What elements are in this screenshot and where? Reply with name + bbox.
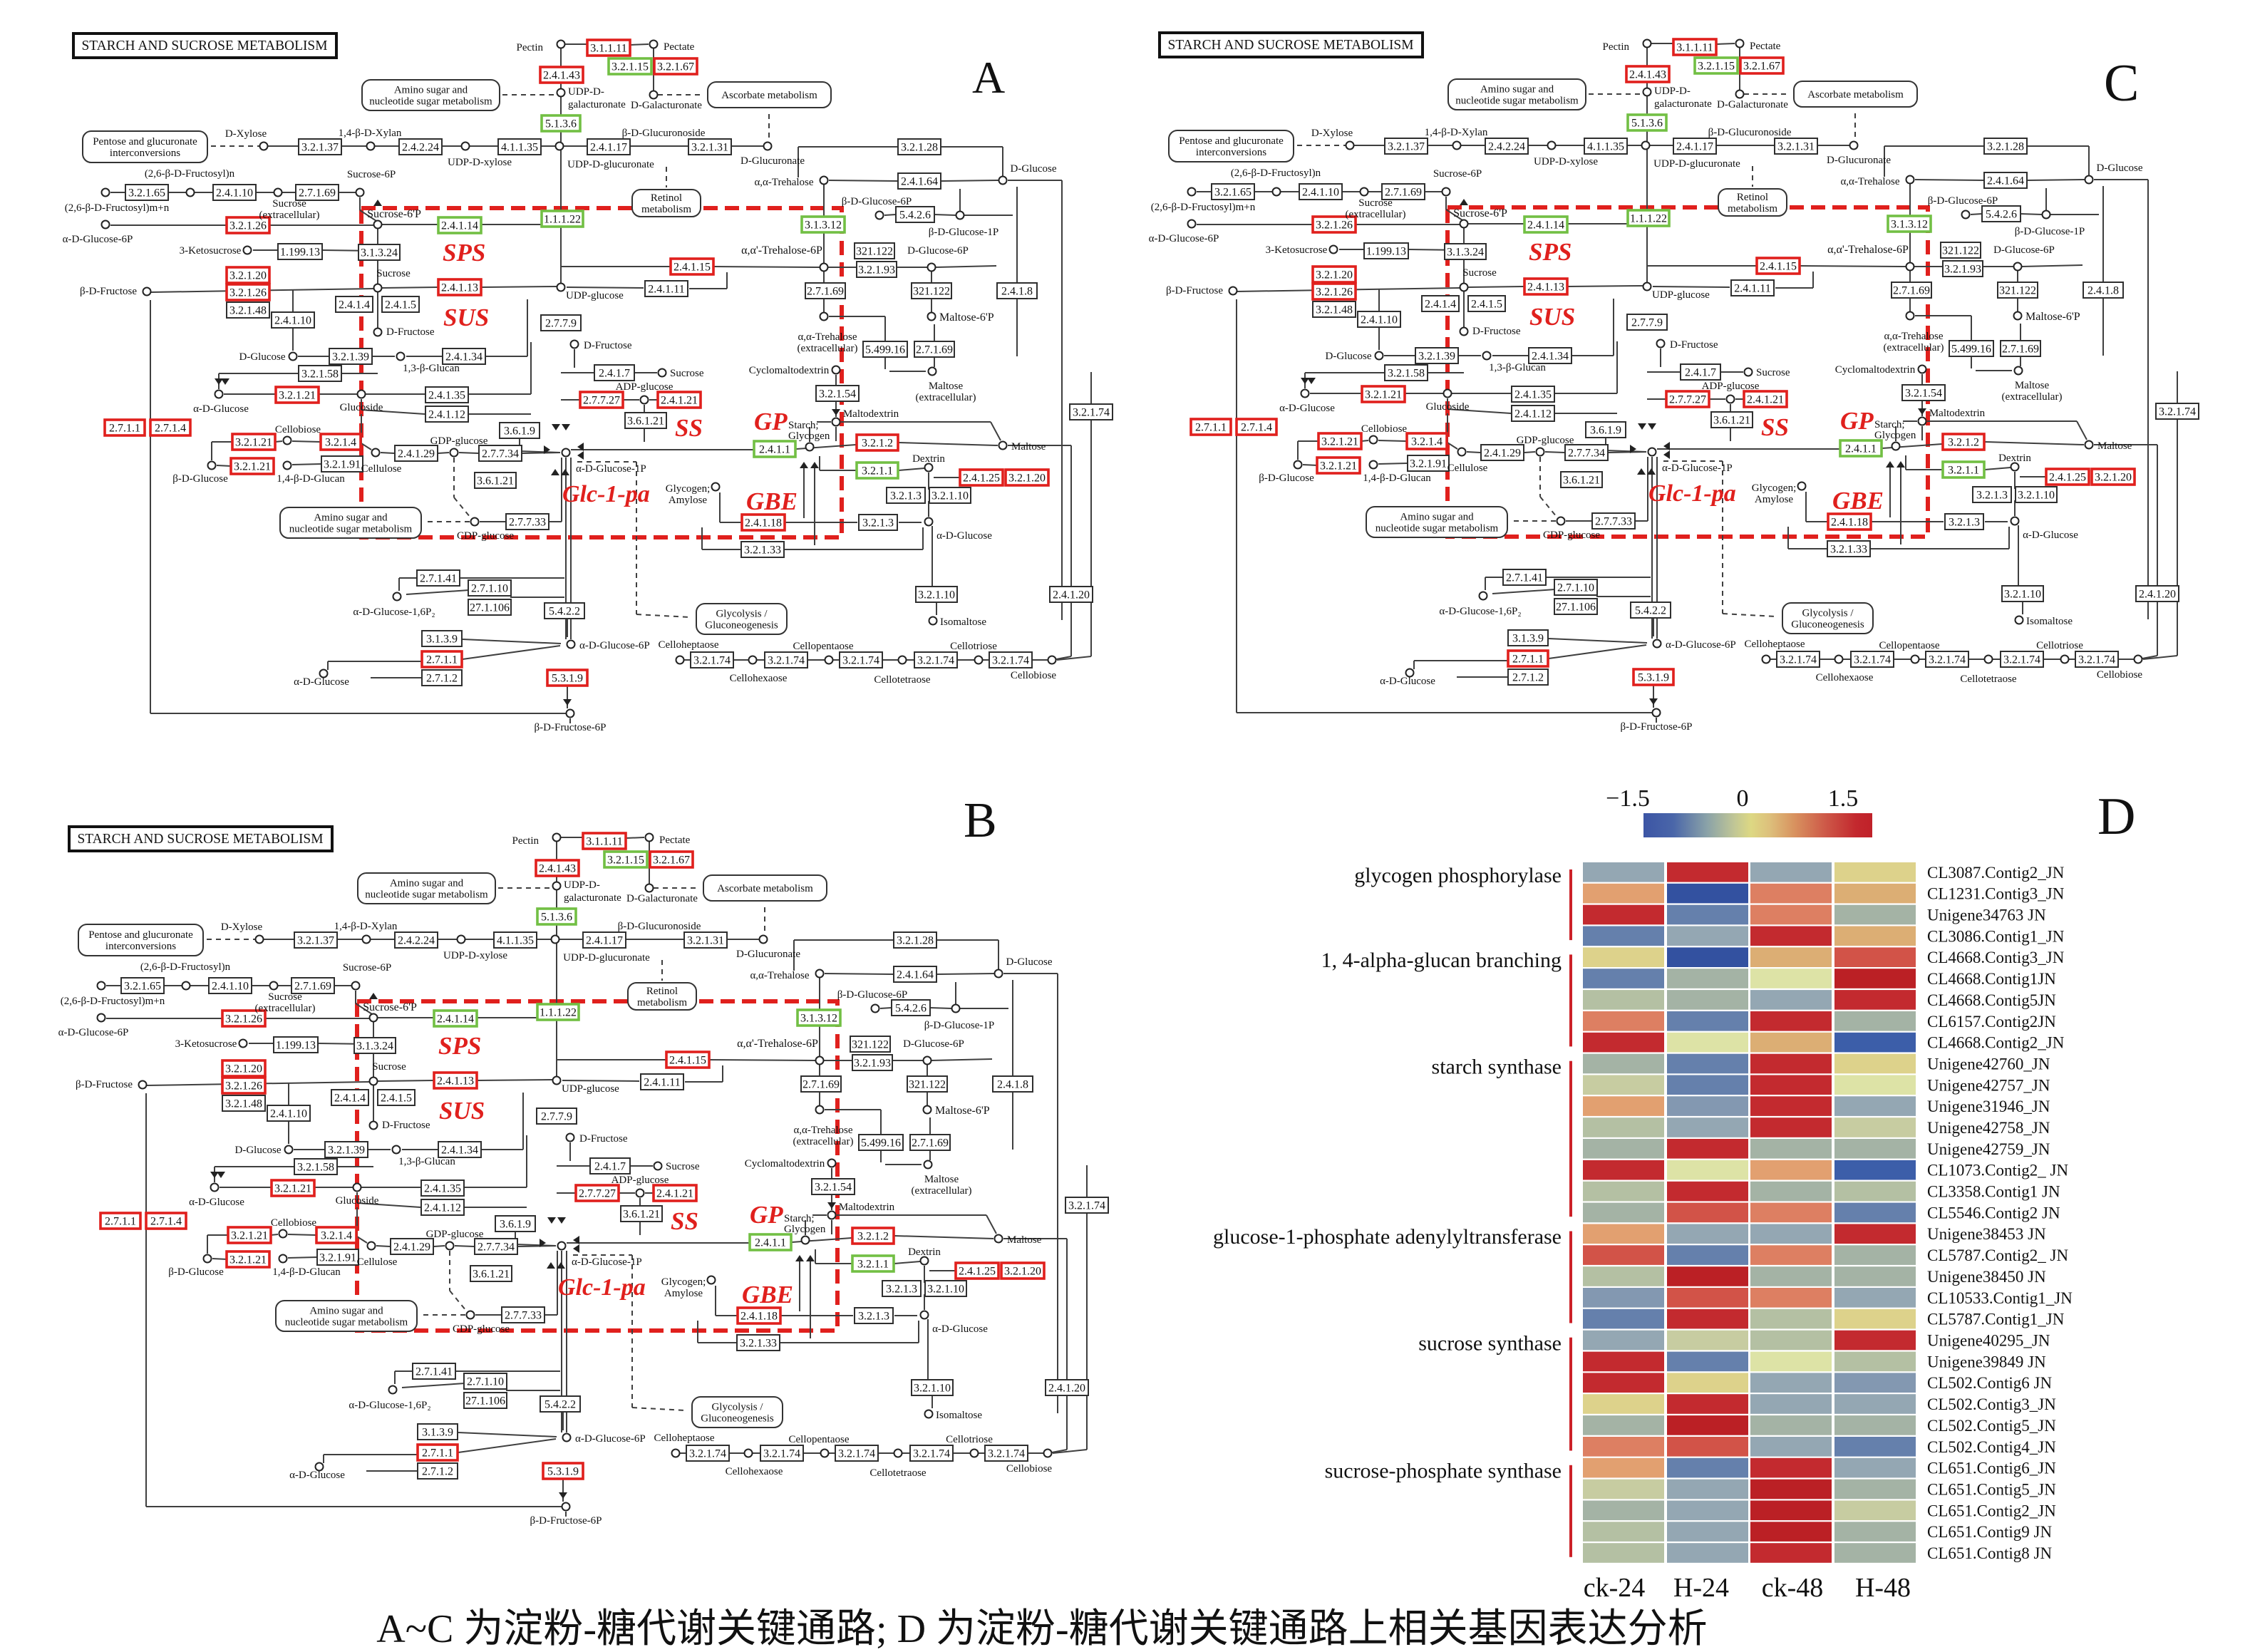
- svg-text:CL1231.Contig3_JN: CL1231.Contig3_JN: [1927, 885, 2065, 903]
- svg-text:CL5546.Contig2 JN: CL5546.Contig2 JN: [1927, 1204, 2060, 1222]
- svg-text:sucrose-phosphate synthase: sucrose-phosphate synthase: [1325, 1460, 1562, 1483]
- svg-text:CL651.Contig9 JN: CL651.Contig9 JN: [1927, 1523, 2052, 1541]
- svg-text:Unigene40295_JN: Unigene40295_JN: [1927, 1332, 2050, 1350]
- svg-text:CL6157.Contig2JN: CL6157.Contig2JN: [1927, 1013, 2056, 1031]
- svg-text:CL5787.Contig1_JN: CL5787.Contig1_JN: [1927, 1311, 2065, 1328]
- svg-text:1, 4-alpha-glucan branching: 1, 4-alpha-glucan branching: [1321, 949, 1562, 972]
- svg-text:H-24: H-24: [1673, 1573, 1729, 1603]
- svg-text:CL4668.Contig2_JN: CL4668.Contig2_JN: [1927, 1034, 2065, 1052]
- svg-text:D: D: [2097, 788, 2135, 846]
- svg-text:Unigene42760_JN: Unigene42760_JN: [1927, 1055, 2050, 1073]
- svg-text:starch synthase: starch synthase: [1432, 1055, 1562, 1079]
- svg-text:0: 0: [1737, 785, 1749, 812]
- svg-text:Unigene42758_JN: Unigene42758_JN: [1927, 1119, 2050, 1137]
- svg-text:Unigene34763 JN: Unigene34763 JN: [1927, 907, 2046, 924]
- svg-text:Unigene39849 JN: Unigene39849 JN: [1927, 1353, 2046, 1370]
- svg-text:CL1073.Contig2_ JN: CL1073.Contig2_ JN: [1927, 1162, 2068, 1179]
- svg-text:CL4668.Contig1JN: CL4668.Contig1JN: [1927, 970, 2056, 988]
- svg-text:CL502.Contig4_JN: CL502.Contig4_JN: [1927, 1438, 2056, 1456]
- svg-text:CL651.Contig8 JN: CL651.Contig8 JN: [1927, 1544, 2052, 1562]
- svg-text:CL651.Contig5_JN: CL651.Contig5_JN: [1927, 1481, 2056, 1499]
- svg-text:CL5787.Contig2_ JN: CL5787.Contig2_ JN: [1927, 1246, 2068, 1264]
- svg-text:B: B: [964, 793, 997, 848]
- svg-text:CL651.Contig2_JN: CL651.Contig2_JN: [1927, 1502, 2056, 1519]
- svg-text:CL4668.Contig5JN: CL4668.Contig5JN: [1927, 991, 2056, 1009]
- svg-text:glycogen phosphorylase: glycogen phosphorylase: [1354, 864, 1562, 887]
- svg-text:1.5: 1.5: [1828, 785, 1859, 812]
- svg-text:Unigene42759_JN: Unigene42759_JN: [1927, 1140, 2050, 1158]
- svg-text:Unigene38450 JN: Unigene38450 JN: [1927, 1268, 2046, 1286]
- svg-text:CL3087.Contig2_JN: CL3087.Contig2_JN: [1927, 864, 2065, 882]
- svg-text:Unigene31946_JN: Unigene31946_JN: [1927, 1098, 2050, 1115]
- svg-text:CL502.Contig5_JN: CL502.Contig5_JN: [1927, 1417, 2056, 1435]
- svg-text:ck-48: ck-48: [1762, 1573, 1824, 1603]
- svg-text:−1.5: −1.5: [1606, 785, 1650, 812]
- svg-text:C: C: [2104, 54, 2139, 113]
- svg-text:CL4668.Contig3_JN: CL4668.Contig3_JN: [1927, 949, 2065, 966]
- svg-text:A~C 为淀粉-糖代谢关键通路; D 为淀粉-糖代谢关键通路: A~C 为淀粉-糖代谢关键通路; D 为淀粉-糖代谢关键通路上相关基因表达分析: [376, 1607, 1707, 1651]
- svg-text:A: A: [972, 52, 1005, 103]
- svg-text:glucose-1-phosphate adenylyltr: glucose-1-phosphate adenylyltransferase: [1213, 1225, 1562, 1249]
- svg-text:sucrose synthase: sucrose synthase: [1418, 1332, 1562, 1356]
- svg-text:CL3086.Contig1_JN: CL3086.Contig1_JN: [1927, 927, 2065, 945]
- svg-text:H-48: H-48: [1855, 1573, 1911, 1603]
- svg-text:CL10533.Contig1_JN: CL10533.Contig1_JN: [1927, 1289, 2073, 1307]
- svg-text:CL502.Contig6 JN: CL502.Contig6 JN: [1927, 1374, 2052, 1392]
- svg-text:CL502.Contig3_JN: CL502.Contig3_JN: [1927, 1395, 2056, 1413]
- svg-text:CL651.Contig6_JN: CL651.Contig6_JN: [1927, 1460, 2056, 1477]
- svg-text:ck-24: ck-24: [1584, 1573, 1646, 1603]
- svg-text:Unigene38453 JN: Unigene38453 JN: [1927, 1225, 2046, 1243]
- svg-text:CL3358.Contig1 JN: CL3358.Contig1 JN: [1927, 1183, 2060, 1201]
- svg-text:Unigene42757_JN: Unigene42757_JN: [1927, 1076, 2050, 1094]
